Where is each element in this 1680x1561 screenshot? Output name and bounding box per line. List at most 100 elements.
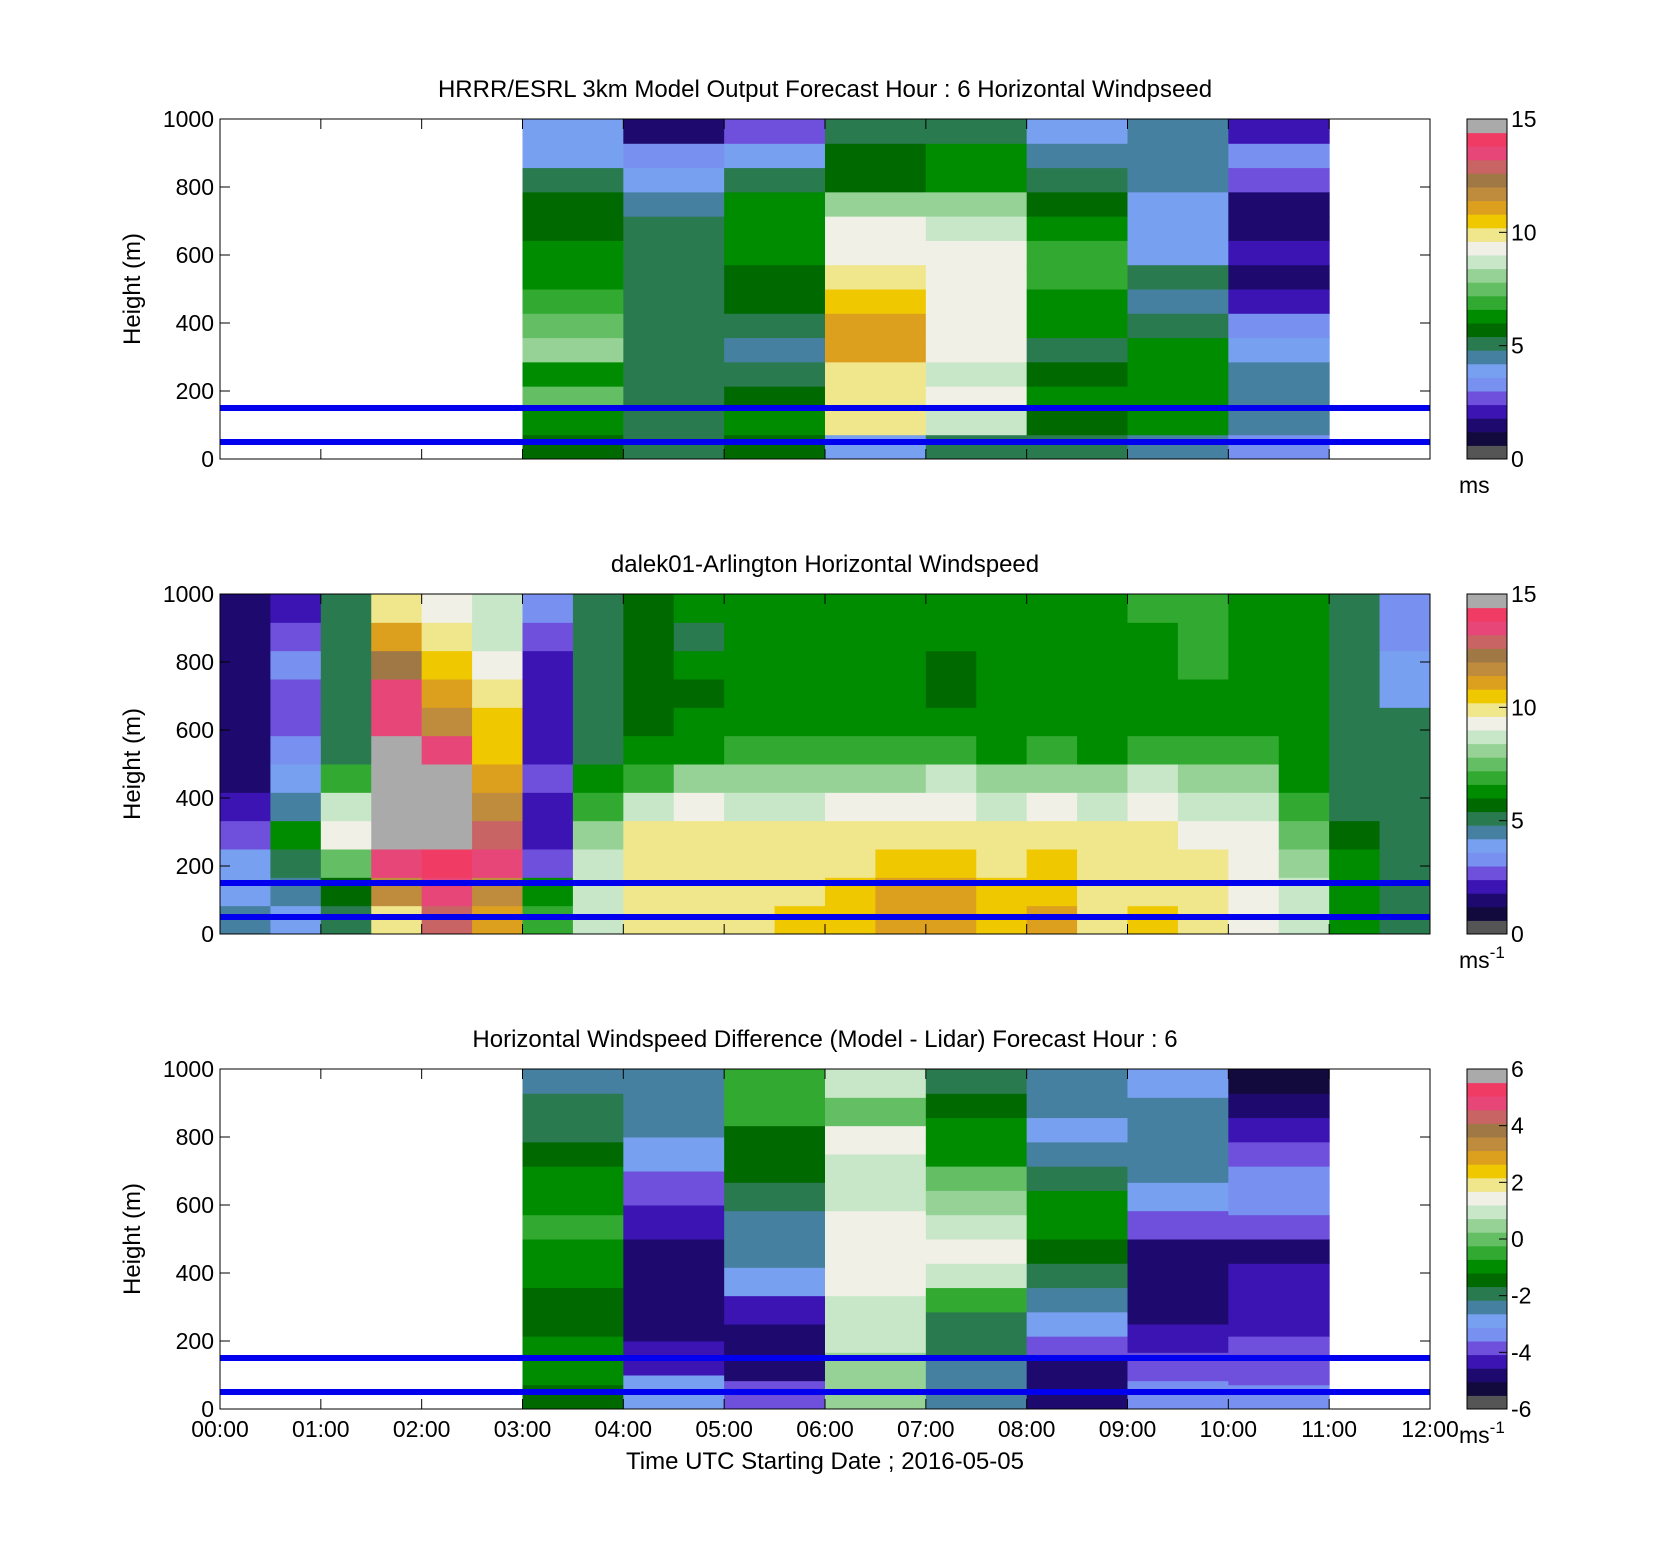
colorbar-segment [1467, 702, 1507, 717]
heatmap-cell [1379, 849, 1431, 878]
colorbar-segment [1467, 1137, 1507, 1152]
heatmap-cell [522, 240, 624, 266]
heatmap-cell [1026, 1117, 1128, 1143]
heatmap-cell [774, 594, 826, 623]
colorbar-segment [1467, 445, 1507, 460]
heatmap-cell [925, 1117, 1028, 1143]
heatmap-cell [320, 905, 372, 935]
colorbar-segment [1467, 662, 1507, 677]
colorbar-segment [1467, 431, 1507, 446]
heatmap-cell [724, 905, 776, 935]
heatmap-cell [1177, 764, 1229, 793]
heatmap-cell [1228, 1214, 1330, 1240]
heatmap-cell [1329, 764, 1381, 793]
heatmap-cell [320, 594, 372, 623]
heatmap-cell [724, 1069, 826, 1098]
heatmap-cell [1026, 289, 1128, 314]
heatmap-cell [825, 337, 927, 363]
heatmap-cell [421, 792, 473, 822]
heatmap-cell [724, 735, 776, 765]
heatmap-cell [1026, 1287, 1128, 1313]
heatmap-cell [724, 1267, 826, 1297]
heatmap-cell [320, 735, 372, 765]
heatmap-cell [1329, 735, 1381, 765]
heatmap-cell [1026, 143, 1128, 169]
heatmap-cell [1228, 679, 1280, 708]
heatmap-cell [522, 650, 574, 680]
heatmap-cell [925, 622, 977, 652]
heatmap-cell [522, 264, 624, 290]
heatmap-cell [371, 707, 423, 737]
colorbar-segment [1467, 1205, 1507, 1220]
heatmap-cell [522, 1117, 624, 1143]
colorbar-segment [1467, 418, 1507, 433]
heatmap-cell [522, 735, 574, 765]
heatmap-cell [724, 119, 826, 144]
heatmap-cell [220, 622, 271, 652]
heatmap-cell [320, 849, 372, 878]
heatmap-cell [1026, 119, 1128, 144]
heatmap-cell [925, 1190, 1028, 1216]
heatmap-cell [1278, 622, 1330, 652]
colorbar-tick-label: 2 [1511, 1169, 1524, 1195]
heatmap-cell [976, 764, 1028, 793]
colorbar-segment [1467, 159, 1507, 174]
heatmap-cell [623, 1307, 725, 1342]
heatmap-cell [1026, 1263, 1128, 1289]
heatmap-cell [1127, 735, 1179, 765]
heatmap-cell [875, 735, 927, 765]
heatmap-cell [220, 679, 271, 708]
heatmap-cell [925, 410, 1028, 436]
colorbar-segment [1467, 1123, 1507, 1138]
heatmap-cell [825, 167, 927, 193]
heatmap-cell [1026, 434, 1128, 460]
colorbar-segment [1467, 404, 1507, 419]
heatmap-cell [1278, 764, 1330, 793]
y-tick-label: 800 [176, 1124, 214, 1150]
heatmap-cell [925, 1311, 1028, 1337]
heatmap-cell [925, 143, 1028, 169]
heatmap-cell [724, 191, 826, 217]
heatmap-cell [522, 1263, 624, 1289]
heatmap-cell [1228, 735, 1280, 765]
heatmap-cell [522, 1214, 624, 1240]
heatmap-cell [522, 792, 574, 822]
y-tick-label: 1000 [163, 1056, 214, 1082]
heatmap-cell [1278, 679, 1330, 708]
heatmap-cell [925, 119, 1028, 144]
heatmap-cell [774, 679, 826, 708]
x-tick-label: 05:00 [695, 1416, 753, 1442]
heatmap-cell [1228, 905, 1280, 935]
heatmap-cell [774, 650, 826, 680]
heatmap-cell [976, 679, 1028, 708]
heatmap-cell [724, 1324, 826, 1353]
heatmap-cell [1329, 849, 1381, 878]
heatmap-cell [976, 707, 1028, 737]
heatmap-cell [320, 764, 372, 793]
heatmap-cell [673, 679, 725, 708]
heatmap-cell [1228, 820, 1280, 850]
heatmap-cell [220, 594, 271, 623]
heatmap-cell [623, 1205, 725, 1240]
heatmap-cell [825, 1097, 927, 1127]
heatmap-cell [1127, 119, 1229, 144]
colorbar-unit-exponent: -1 [1490, 943, 1505, 962]
colorbar-segment [1467, 1259, 1507, 1274]
heatmap-cell [572, 792, 624, 822]
heatmap-cell [925, 1239, 1028, 1264]
heatmap-cell [1127, 1097, 1229, 1127]
heatmap-cell [623, 849, 675, 878]
heatmap-cell [1127, 1069, 1229, 1098]
heatmap-cell [1228, 167, 1330, 193]
heatmap-cell [220, 707, 271, 737]
heatmap-cell [1228, 1239, 1330, 1264]
colorbar-segment [1467, 757, 1507, 772]
heatmap-cell [925, 594, 977, 623]
heatmap-cell [1026, 820, 1078, 850]
heatmap-cell [1329, 679, 1381, 708]
heatmap-cell [925, 735, 977, 765]
heatmap-cell [673, 849, 725, 878]
heatmap-cell [925, 434, 1028, 460]
heatmap-cell [825, 119, 927, 144]
